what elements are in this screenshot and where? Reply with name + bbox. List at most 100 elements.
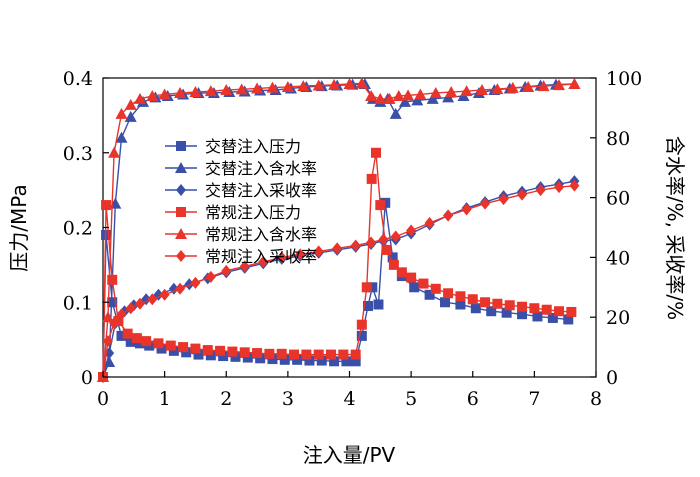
data-point <box>554 181 565 194</box>
legend-entry: 交替注入压力 <box>165 137 301 156</box>
y2-tick-label: 60 <box>606 188 630 210</box>
y-tick-label: 0.3 <box>63 143 93 165</box>
data-point <box>388 259 399 270</box>
data-point <box>383 92 396 104</box>
data-point <box>134 338 145 349</box>
data-point <box>158 88 171 100</box>
x-tick-label: 4 <box>343 388 355 410</box>
data-point <box>252 348 263 359</box>
data-point <box>426 92 439 104</box>
data-point <box>109 197 122 209</box>
legend-label: 交替注入采收率 <box>205 181 317 200</box>
data-point <box>350 356 361 367</box>
data-point <box>361 282 372 293</box>
data-point <box>190 343 201 354</box>
data-point <box>475 83 488 95</box>
y-tick-label: 0.1 <box>63 292 93 314</box>
data-point <box>541 304 552 315</box>
data-point <box>124 110 137 122</box>
data-point <box>566 306 577 317</box>
series-group <box>97 77 581 383</box>
x-tick-label: 0 <box>97 388 109 410</box>
data-point <box>501 307 512 318</box>
data-point <box>193 349 204 360</box>
data-point <box>102 335 113 348</box>
data-point <box>159 288 170 301</box>
data-point <box>517 301 528 312</box>
data-point <box>242 352 253 363</box>
data-point <box>370 147 381 158</box>
data-point <box>281 80 294 92</box>
data-point <box>341 356 352 367</box>
data-point <box>522 80 535 92</box>
data-point <box>202 345 213 356</box>
data-point <box>220 83 233 95</box>
data-point <box>389 107 402 119</box>
data-point <box>350 349 361 360</box>
y2-tick-label: 0 <box>606 367 618 389</box>
data-point <box>529 303 540 314</box>
data-point <box>175 282 186 295</box>
data-point <box>329 356 340 367</box>
data-point <box>131 333 142 344</box>
legend-entry: 常规注入含水率 <box>165 225 317 244</box>
data-point <box>554 306 565 317</box>
data-point <box>124 98 137 110</box>
data-point <box>301 349 312 360</box>
data-point <box>266 81 279 93</box>
data-point <box>355 77 368 89</box>
data-point <box>276 348 287 359</box>
data-point <box>430 283 441 294</box>
data-point <box>455 299 466 310</box>
series-line <box>102 152 572 378</box>
legend-entry: 交替注入采收率 <box>165 181 317 200</box>
data-point <box>365 89 378 101</box>
data-point <box>491 83 504 95</box>
data-point <box>486 306 497 317</box>
data-point <box>375 200 386 211</box>
data-point <box>443 209 454 222</box>
data-point <box>297 80 310 92</box>
y2-tick-label: 20 <box>606 307 630 329</box>
data-point <box>264 348 275 359</box>
data-point <box>107 297 118 308</box>
data-point <box>147 293 158 306</box>
data-point <box>506 81 519 93</box>
x-tick-label: 8 <box>590 388 602 410</box>
plot-frame <box>102 77 597 378</box>
data-point <box>328 78 341 90</box>
data-point <box>168 345 179 356</box>
data-point <box>440 297 451 308</box>
data-point <box>470 303 481 314</box>
legend-marker <box>175 228 187 239</box>
data-point <box>356 319 367 330</box>
data-point <box>227 346 238 357</box>
x-tick-label: 1 <box>159 388 171 410</box>
data-point <box>387 252 398 263</box>
data-point <box>141 336 152 347</box>
data-point <box>532 311 543 322</box>
data-point <box>125 302 136 315</box>
data-point <box>239 260 250 273</box>
data-point <box>116 330 127 341</box>
data-point <box>101 200 112 211</box>
data-point <box>204 85 217 97</box>
data-point <box>122 328 133 339</box>
data-point <box>205 350 216 361</box>
data-point <box>443 288 454 299</box>
data-point <box>568 77 581 89</box>
data-point <box>218 351 229 362</box>
data-point <box>366 173 377 184</box>
data-point <box>378 233 389 246</box>
data-point <box>295 248 306 261</box>
data-point <box>165 340 176 351</box>
data-point <box>392 89 405 101</box>
data-point <box>414 88 427 100</box>
legend-entry: 常规注入压力 <box>165 203 301 222</box>
data-point <box>535 184 546 197</box>
data-point <box>563 314 574 325</box>
data-point <box>205 270 216 283</box>
plot-area <box>102 77 597 378</box>
